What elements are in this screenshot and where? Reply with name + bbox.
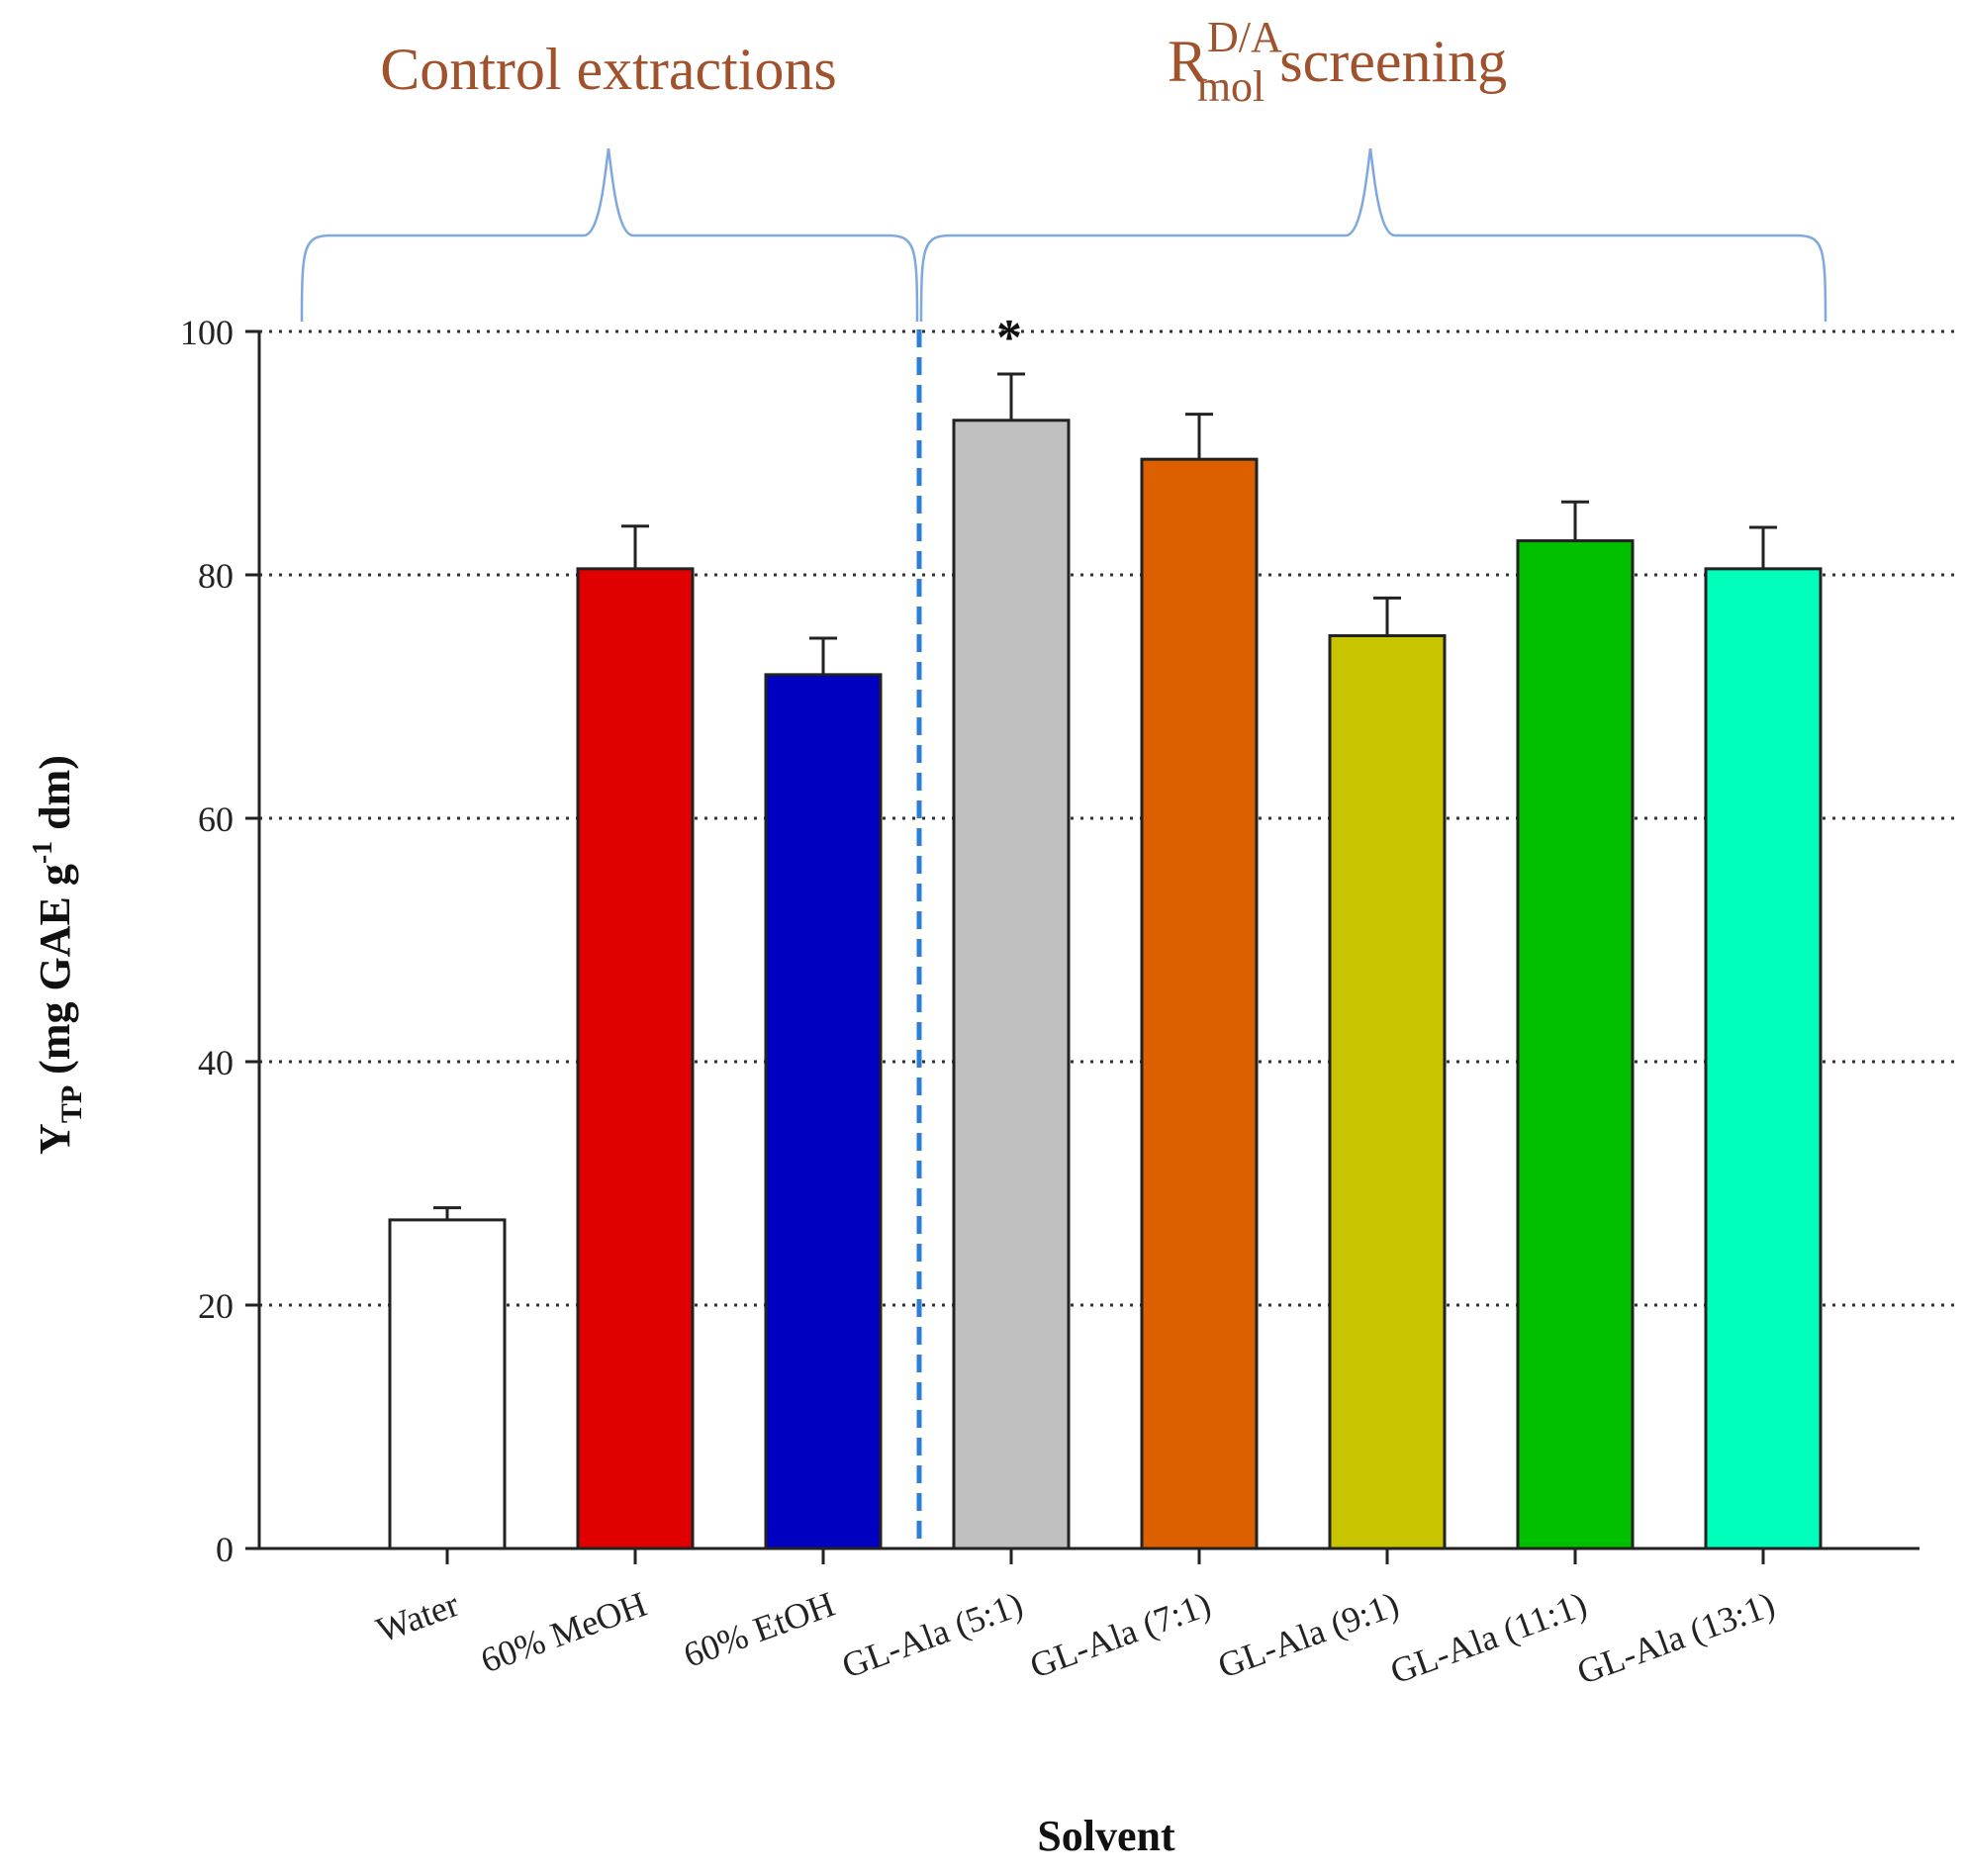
y-tick-label-40: 40 xyxy=(198,1043,234,1082)
x-tick-label-7: GL-Ala (13:1) xyxy=(1572,1584,1780,1692)
y-axis-title: YTP (mg GAE g-1 dm) xyxy=(28,755,88,1155)
y-ticks: 0 20 40 60 80 100 xyxy=(180,313,259,1569)
bar-0 xyxy=(388,1218,507,1550)
bar-2 xyxy=(764,673,883,1550)
y-tick-label-20: 20 xyxy=(198,1286,234,1326)
bar-6 xyxy=(1516,539,1635,1550)
x-tick-label-4: GL-Ala (7:1) xyxy=(1025,1584,1216,1686)
bracket-control xyxy=(300,147,919,323)
group-label-control: Control extractions xyxy=(380,37,837,102)
x-tick-label-1: 60% MeOH xyxy=(476,1584,652,1680)
x-tick-label-2: 60% EtOH xyxy=(679,1584,840,1675)
x-tick-label-0: Water xyxy=(371,1584,464,1650)
group-label-r-sup: D/A xyxy=(1207,13,1282,61)
bar-3 xyxy=(952,419,1071,1550)
y-tick-label-60: 60 xyxy=(198,799,234,839)
bar-5 xyxy=(1328,634,1447,1550)
x-tick-label-6: GL-Ala (11:1) xyxy=(1385,1584,1592,1692)
significance-asterisk: * xyxy=(996,310,1022,366)
y-tick-label-80: 80 xyxy=(198,556,234,596)
x-tick-label-3: GL-Ala (5:1) xyxy=(837,1584,1028,1686)
axes xyxy=(257,329,1920,1550)
group-label-r-sub: mol xyxy=(1197,62,1264,111)
x-axis-title: Solvent xyxy=(1037,1812,1175,1860)
y-tick-label-0: 0 xyxy=(216,1530,234,1569)
x-tick-label-5: GL-Ala (9:1) xyxy=(1213,1584,1404,1686)
group-label-r: R xyxy=(1168,29,1207,94)
group-label-rmol: RD/A mol screening xyxy=(1168,13,1507,111)
group-label-r-rest: screening xyxy=(1264,29,1507,94)
y-axis-title-rest1: (mg GAE g xyxy=(31,864,79,1085)
bar-7 xyxy=(1704,567,1823,1550)
y-axis-title-sub: TP xyxy=(55,1085,88,1123)
bracket-rmol xyxy=(919,147,1827,323)
y-tick-label-100: 100 xyxy=(180,313,234,352)
y-axis-title-main: Y xyxy=(31,1123,79,1155)
y-axis-title-rest2: dm) xyxy=(31,755,79,841)
group-brackets xyxy=(300,147,1827,323)
y-axis-title-sup: -1 xyxy=(28,841,58,864)
bar-1 xyxy=(576,567,695,1550)
bars xyxy=(388,372,1823,1550)
grid-lines xyxy=(259,329,1959,1307)
bar-4 xyxy=(1140,457,1259,1550)
